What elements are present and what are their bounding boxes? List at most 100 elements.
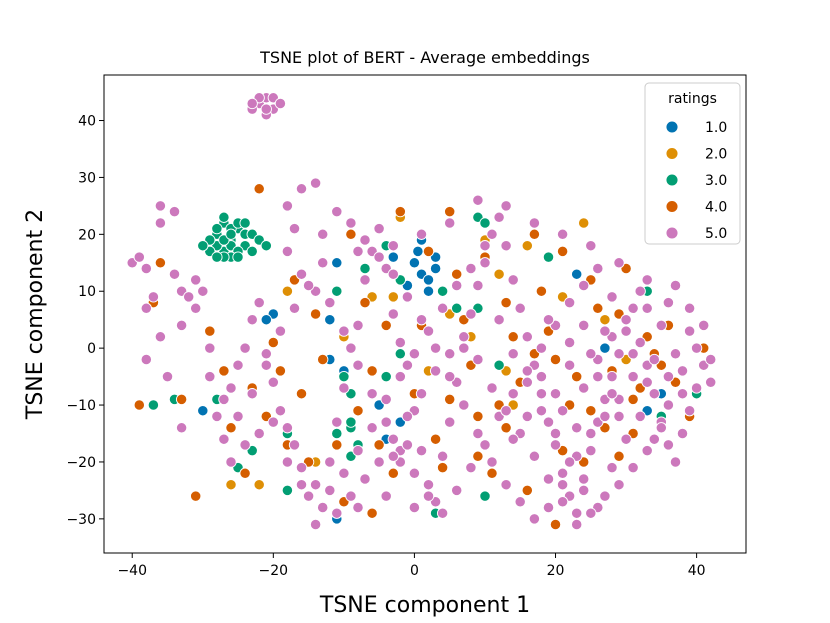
scatter-point: [260, 240, 272, 252]
scatter-point: [345, 342, 357, 354]
scatter-point: [571, 268, 583, 280]
scatter-point: [422, 245, 435, 258]
scatter-point: [521, 484, 533, 497]
scatter-point: [366, 365, 378, 377]
scatter-point: [458, 342, 470, 354]
scatter-point: [324, 314, 336, 326]
scatter-point: [655, 319, 667, 332]
y-tick-label: 0: [87, 341, 96, 357]
x-axis-ticks: −40 −20 0 20 40: [117, 553, 706, 579]
scatter-point: [585, 348, 597, 360]
scatter-point: [486, 228, 498, 240]
scatter-point: [676, 365, 689, 377]
scatter-point: [613, 479, 625, 491]
scatter-point: [578, 382, 590, 394]
legend-box: [644, 82, 741, 245]
scatter-point: [288, 222, 301, 235]
scatter-point: [253, 296, 265, 309]
scatter-point: [154, 217, 167, 229]
scatter-point: [669, 279, 682, 292]
scatter-point: [197, 240, 209, 252]
scatter-point: [168, 268, 181, 280]
scatter-point: [218, 365, 230, 377]
scatter-point: [387, 467, 399, 479]
scatter-point: [140, 262, 152, 275]
scatter-point: [683, 325, 696, 337]
scatter-point: [528, 450, 541, 462]
scatter-point: [380, 370, 392, 383]
scatter-point: [662, 296, 675, 309]
scatter-point: [133, 399, 145, 411]
y-tick-label: −20: [66, 455, 96, 471]
scatter-point: [542, 416, 555, 428]
scatter-point: [705, 353, 717, 366]
scatter-point: [218, 393, 230, 406]
scatter-point: [500, 405, 512, 417]
scatter-point: [571, 507, 583, 519]
scatter-point: [338, 382, 350, 394]
scatter-point: [387, 291, 399, 303]
scatter-point: [317, 257, 329, 269]
scatter-point: [154, 257, 167, 269]
scatter-point: [627, 348, 639, 360]
scatter-point: [147, 399, 160, 411]
scatter-point: [281, 285, 294, 297]
scatter-point: [641, 302, 653, 314]
legend-label: 3.0: [705, 173, 727, 189]
scatter-point: [422, 479, 435, 491]
legend-label: 2.0: [705, 147, 727, 163]
scatter-point: [317, 353, 329, 366]
scatter-point: [394, 336, 406, 349]
scatter-point: [641, 376, 653, 388]
scatter-point: [338, 325, 350, 337]
scatter-point: [239, 439, 251, 451]
scatter-point: [592, 370, 604, 383]
scatter-point: [479, 490, 491, 502]
scatter-point: [281, 456, 294, 468]
scatter-point: [500, 479, 512, 491]
scatter-point: [599, 410, 611, 423]
scatter-point: [507, 388, 519, 400]
scatter-point: [352, 319, 364, 332]
scatter-point: [472, 427, 484, 440]
scatter-point: [627, 370, 639, 383]
scatter-point: [331, 416, 343, 428]
scatter-point: [225, 456, 237, 468]
scatter-point: [571, 422, 583, 434]
y-tick-label: 40: [78, 114, 96, 130]
scatter-point: [288, 439, 301, 451]
scatter-point: [627, 461, 639, 474]
scatter-point: [211, 251, 223, 263]
scatter-point: [613, 257, 625, 269]
scatter-point: [352, 359, 364, 371]
scatter-point: [542, 501, 555, 514]
scatter-point: [648, 388, 660, 400]
scatter-point: [401, 291, 414, 303]
scatter-point: [444, 393, 456, 406]
scatter-point: [260, 359, 272, 371]
scatter-point: [140, 302, 152, 314]
scatter-point: [183, 291, 195, 303]
scatter-point: [415, 388, 428, 400]
scatter-point: [556, 405, 569, 417]
scatter-point: [500, 240, 512, 252]
scatter-point: [592, 302, 604, 314]
scatter-point: [472, 353, 484, 366]
scatter-point: [436, 450, 449, 462]
scatter-point: [380, 393, 392, 406]
scatter-point: [133, 251, 145, 263]
scatter-point: [422, 285, 435, 297]
scatter-point: [267, 376, 279, 388]
y-tick-label: 30: [78, 170, 96, 186]
scatter-point: [521, 365, 533, 377]
scatter-point: [401, 410, 414, 423]
scatter-point: [352, 405, 364, 417]
scatter-point: [161, 370, 174, 383]
scatter-point: [549, 439, 562, 451]
scatter-point: [683, 405, 696, 417]
scatter-point: [606, 291, 618, 303]
scatter-point: [401, 359, 414, 371]
scatter-point: [422, 274, 435, 286]
scatter-point: [465, 461, 477, 474]
